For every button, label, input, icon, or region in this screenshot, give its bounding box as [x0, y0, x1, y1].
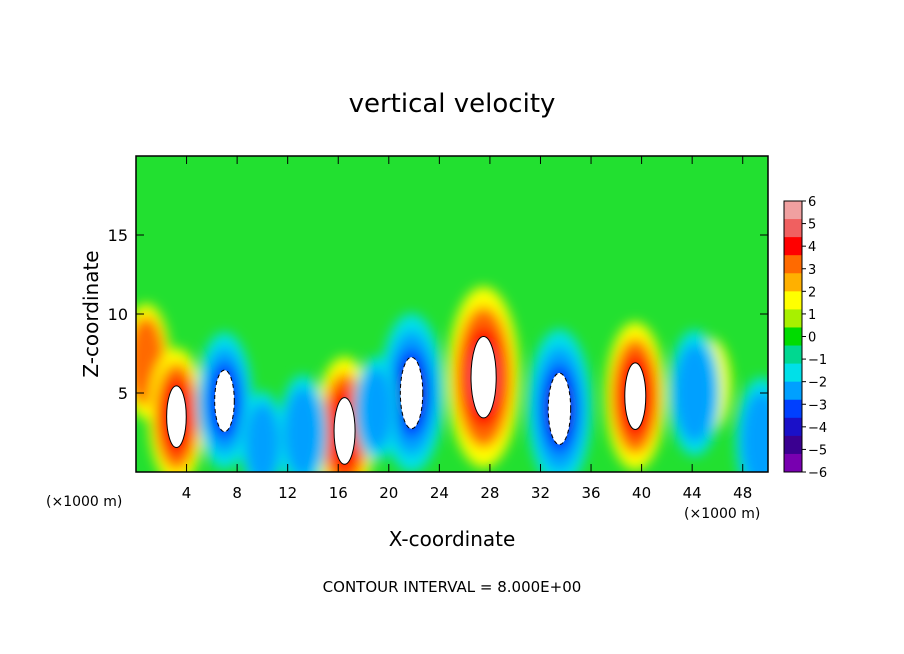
x-tick-label-44: 44	[683, 484, 702, 502]
y-axis-label: Z-coordinate	[79, 250, 103, 377]
velocity-core-8	[399, 356, 424, 430]
velocity-cell-12-ring-1	[245, 403, 280, 472]
colorbar-label-0: 6	[808, 195, 816, 210]
colorbar-swatch-5	[784, 291, 802, 310]
y-axis: 5 10 15	[108, 226, 768, 403]
colorbar-swatch-11	[784, 399, 802, 419]
y-tick-label-15: 15	[108, 226, 128, 245]
colorbar-label-11: −5	[808, 443, 827, 458]
colorbar-label-9: −3	[808, 398, 827, 413]
colorbar-label-4: 2	[808, 285, 816, 300]
x-tick-label-8: 8	[232, 484, 242, 502]
x-tick-label-20: 20	[379, 484, 398, 502]
colorbar-label-1: 5	[808, 218, 816, 233]
velocity-core-0	[470, 335, 497, 419]
velocity-core-3	[333, 397, 356, 465]
colorbar-label-2: 4	[808, 240, 816, 255]
colorbar-label-10: −4	[808, 421, 827, 436]
x-tick-label-16: 16	[329, 484, 348, 502]
x-tick-label-4: 4	[182, 484, 192, 502]
colorbar-label-5: 1	[808, 308, 816, 323]
y-tick-label-10: 10	[108, 305, 128, 324]
x-tick-label-28: 28	[480, 484, 499, 502]
colorbar-swatch-4	[784, 273, 802, 292]
colorbar-swatch-10	[784, 381, 802, 401]
x-tick-label-12: 12	[278, 484, 297, 502]
colorbar-swatch-13	[784, 435, 802, 455]
colorbar-label-6: 0	[808, 331, 816, 346]
colorbar-label-7: −1	[808, 353, 827, 368]
velocity-core-9	[547, 372, 572, 446]
y-tick-label-5: 5	[118, 384, 128, 403]
colorbar-swatch-6	[784, 309, 802, 328]
velocity-core-2	[166, 385, 187, 449]
x-unit-left: (×1000 m)	[46, 494, 122, 510]
velocity-cell-7-ring-1	[284, 387, 322, 472]
x-axis-label: X-coordinate	[389, 527, 516, 551]
colorbar: 6 5 4 3 2 1 0 −1 −2 −3 −4 −5 −6	[783, 195, 827, 481]
x-unit-right: (×1000 m)	[684, 506, 760, 522]
colorbar-swatch-12	[784, 417, 802, 437]
velocity-cores	[166, 335, 647, 465]
velocity-core-4	[624, 362, 647, 430]
colorbar-label-8: −2	[808, 376, 827, 391]
colorbar-swatch-0	[784, 201, 802, 220]
x-axis: 4 8 12 16 20 24 28 32 36 40 44 48	[182, 156, 752, 502]
x-tick-label-36: 36	[581, 484, 600, 502]
colorbar-swatch-1	[784, 219, 802, 238]
velocity-cell-11-ring-1	[741, 391, 768, 472]
colorbar-swatch-8	[784, 345, 802, 365]
x-tick-label-32: 32	[531, 484, 550, 502]
plot-area	[136, 156, 768, 472]
colorbar-swatch-9	[784, 363, 802, 383]
x-tick-label-40: 40	[632, 484, 651, 502]
velocity-cell-10-ring-1	[674, 343, 715, 443]
colorbar-label-3: 3	[808, 263, 816, 278]
chart-title: vertical velocity	[349, 89, 556, 119]
colorbar-swatch-14	[784, 453, 802, 473]
colorbar-swatch-3	[784, 255, 802, 274]
x-tick-label-24: 24	[430, 484, 449, 502]
colorbar-swatch-2	[784, 237, 802, 256]
colorbar-label-12: −6	[808, 466, 827, 481]
x-tick-label-48: 48	[733, 484, 752, 502]
contour-interval-note: CONTOUR INTERVAL = 8.000E+00	[323, 578, 582, 596]
velocity-core-6	[214, 369, 235, 433]
colorbar-swatch-7	[784, 327, 802, 347]
velocity-cell-13-ring-1	[359, 368, 394, 450]
